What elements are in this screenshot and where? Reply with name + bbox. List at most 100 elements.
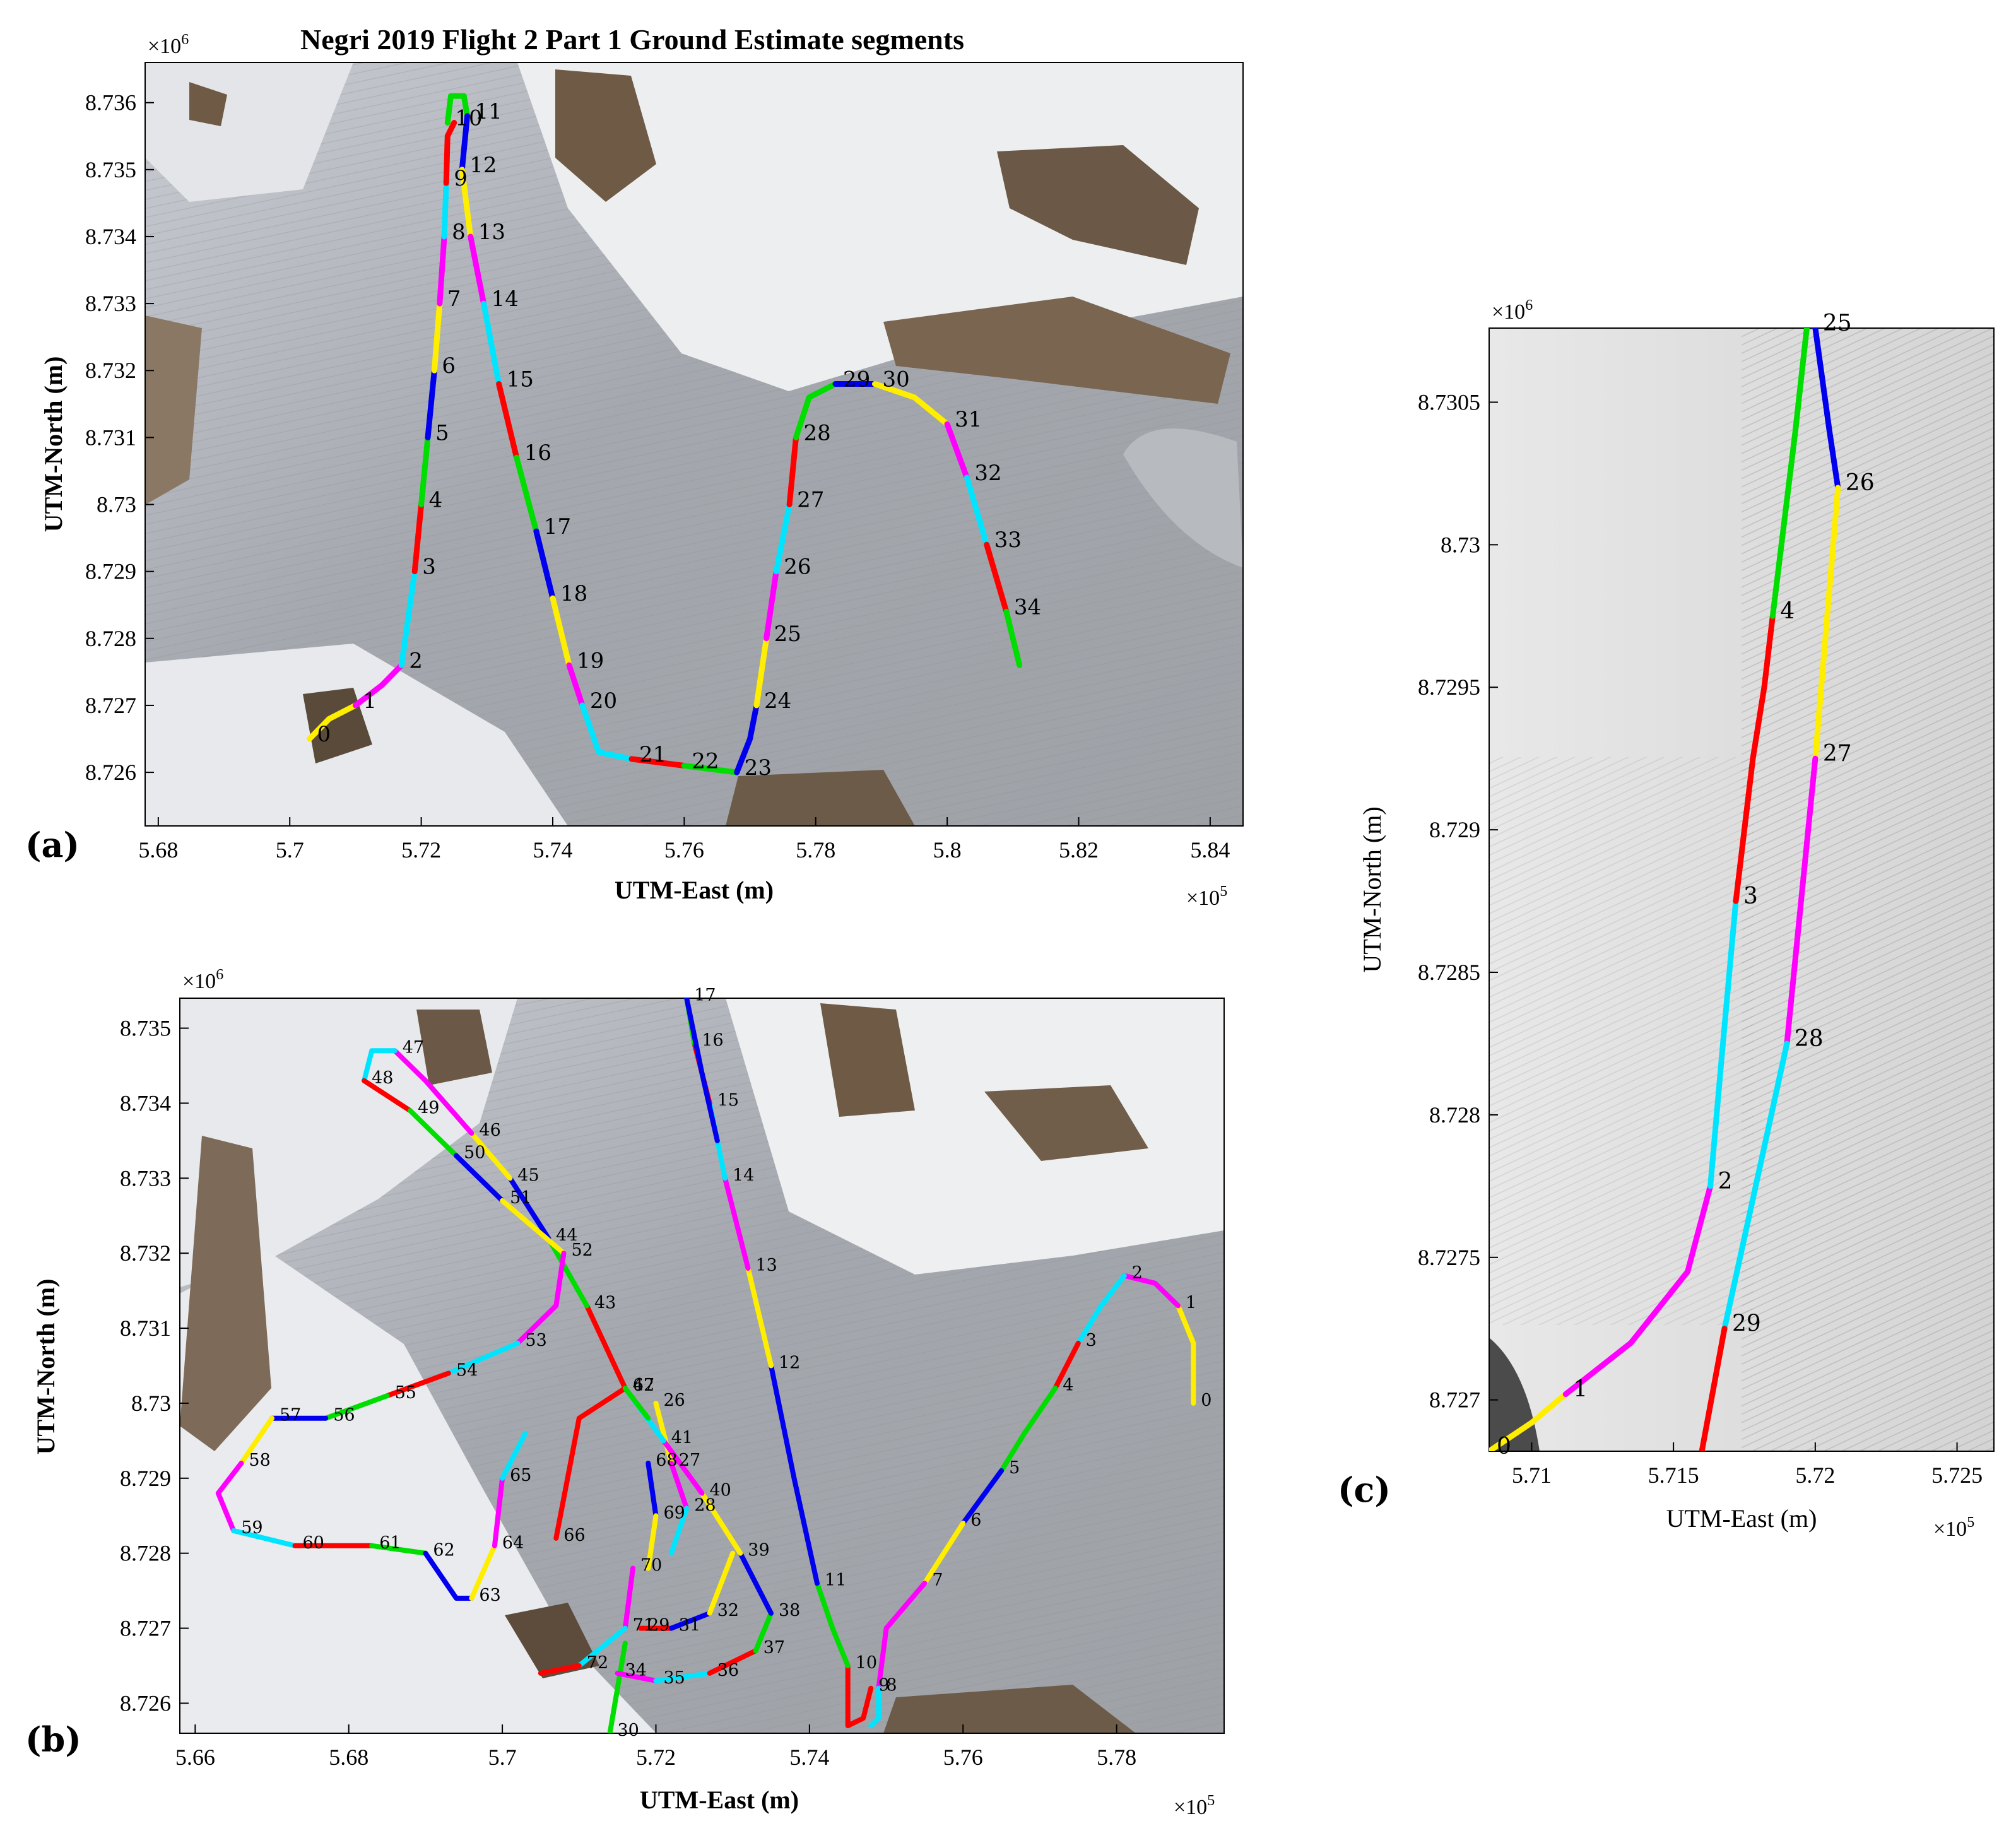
track-segment-20 (579, 702, 635, 762)
panel-c-background (1489, 328, 1994, 1451)
x-tick-label: 5.76 (943, 1745, 983, 1770)
track-segment-3 (1733, 613, 1776, 904)
track-segment-0 (1489, 1391, 1569, 1451)
track-segment-58 (215, 1461, 244, 1533)
segment-label-14: 14 (733, 1165, 754, 1185)
segment-label-4: 4 (429, 488, 443, 513)
x-tick-label: 5.76 (664, 837, 704, 863)
track-segment-14 (481, 300, 502, 387)
track-segment-47 (362, 1048, 398, 1083)
segment-label-13: 13 (478, 220, 505, 245)
segment-label-48: 48 (372, 1068, 393, 1088)
segment-label-3: 3 (1743, 883, 1758, 909)
x-tick-label: 5.72 (401, 837, 441, 863)
segment-label-29: 29 (648, 1616, 669, 1635)
track-segment-63 (469, 1543, 497, 1601)
track-segment-2 (398, 568, 418, 668)
track-segment-52 (515, 1251, 567, 1346)
segment-label-45: 45 (517, 1165, 539, 1185)
y-tick-label: 8.7285 (1418, 960, 1480, 985)
panel-b-axes: 5.66 5.68 5.7 5.72 5.74 5.76 5.78 8.726 8.727 8.7… (120, 1016, 1136, 1770)
panel-b-tracks (215, 998, 1196, 1733)
segment-label-53: 53 (525, 1331, 546, 1350)
track-segment-10 (815, 1581, 851, 1668)
track-segment-72 (538, 1663, 582, 1676)
track-segment-69 (645, 1513, 659, 1571)
track-segment-27 (1784, 755, 1819, 1047)
segment-label-49: 49 (418, 1098, 439, 1117)
segment-label-5: 5 (1009, 1458, 1020, 1478)
segment-label-56: 56 (333, 1406, 355, 1425)
segment-label-4: 4 (1063, 1375, 1073, 1395)
segment-label-40: 40 (710, 1481, 731, 1500)
track-segment-44 (507, 1175, 551, 1241)
segment-label-26: 26 (784, 555, 811, 580)
panel-a-tracks (307, 93, 1023, 775)
panel-b-frame (179, 998, 1225, 1734)
track-segment-4 (999, 1386, 1058, 1473)
y-tick-label: 8.734 (120, 1090, 171, 1116)
panel-b-background (180, 998, 1224, 1733)
track-segment-8 (868, 1685, 881, 1729)
segment-label-8: 8 (452, 220, 466, 245)
track-segment-3 (411, 502, 425, 575)
track-segment-30 (872, 381, 950, 427)
segment-label-22: 22 (692, 749, 719, 774)
y-tick-label: 8.728 (120, 1541, 171, 1566)
y-tick-label: 8.726 (85, 760, 136, 785)
track-segment-24 (753, 635, 770, 709)
segment-label-0: 0 (1201, 1391, 1211, 1410)
x-tick-label: 5.84 (1190, 837, 1230, 863)
y-tick-label: 8.728 (85, 626, 136, 651)
y-tick-label: 8.729 (1429, 817, 1480, 842)
segment-label-26: 26 (1846, 470, 1875, 496)
track-segment-25 (763, 568, 779, 642)
track-segment-57 (239, 1415, 274, 1466)
segment-label-33: 33 (994, 527, 1022, 553)
segment-label-0: 0 (1497, 1434, 1511, 1459)
panel-b-x-exponent: ×105 (1174, 1793, 1215, 1819)
x-tick-label: 5.715 (1648, 1463, 1699, 1488)
track-segment-43 (546, 1235, 589, 1309)
panel-a-y-exponent: ×106 (148, 32, 189, 58)
segment-label-14: 14 (492, 286, 519, 312)
segment-label-52: 52 (572, 1240, 593, 1260)
track-segment-5 (425, 367, 437, 440)
track-segment-28 (793, 381, 839, 440)
segment-label-59: 59 (241, 1518, 262, 1538)
segment-label-41: 41 (671, 1428, 693, 1447)
panel-b-chart: 0123456789101112131415161726272829303132… (25, 967, 1225, 1819)
panel-b-y-exponent: ×106 (182, 967, 223, 993)
segment-label-7: 7 (447, 286, 461, 312)
x-tick-label: 5.72 (636, 1745, 676, 1770)
x-tick-label: 5.74 (789, 1745, 829, 1770)
track-segment-38 (738, 1550, 774, 1616)
segment-label-0: 0 (317, 722, 331, 747)
y-tick-label: 8.73 (1441, 532, 1480, 557)
track-segment-27 (668, 1461, 690, 1511)
segment-label-28: 28 (804, 420, 831, 445)
segment-label-60: 60 (303, 1533, 324, 1553)
track-segment-32 (707, 1550, 736, 1616)
track-segment-0 (1176, 1303, 1196, 1406)
y-tick-label: 8.733 (120, 1165, 171, 1191)
track-segment-62 (423, 1550, 475, 1601)
track-segment-5 (960, 1468, 1005, 1526)
track-segment-3 (1052, 1340, 1081, 1391)
track-segment-28 (1721, 1040, 1790, 1332)
segment-label-16: 16 (702, 1030, 723, 1050)
track-segment-50 (454, 1153, 505, 1203)
segment-label-29: 29 (843, 367, 870, 392)
segment-label-6: 6 (970, 1511, 981, 1530)
segment-label-27: 27 (797, 488, 824, 513)
segment-label-15: 15 (717, 1090, 739, 1110)
x-tick-label: 5.78 (796, 837, 835, 863)
y-tick-label: 8.736 (85, 90, 136, 115)
panel-c-y-label: UTM-North (m) (1358, 806, 1386, 972)
x-tick-label: 5.7 (276, 837, 304, 863)
track-segment-40 (661, 1438, 705, 1496)
segment-label-1: 1 (1573, 1377, 1588, 1403)
segment-label-39: 39 (748, 1541, 769, 1560)
segment-label-9: 9 (878, 1676, 889, 1695)
